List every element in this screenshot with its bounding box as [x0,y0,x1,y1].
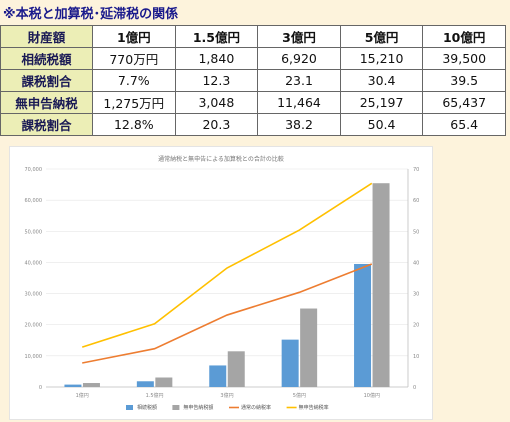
y-left-tick-label: 40,000 [25,260,43,266]
table-cell: 20.3 [174,113,259,136]
column-header: 5億円 [339,25,424,48]
bar [354,263,372,387]
series-line [82,263,373,364]
table-cell: 65,437 [422,91,506,114]
column-header: 1.5億円 [174,25,259,48]
tax-comparison-chart: 通常納税と無申告による加算税との合計の比較 0 10,000 20,000 30,00… [9,146,433,420]
y-left-tick-label: 0 [39,385,42,391]
y-left-tick-label: 60,000 [25,198,43,204]
y-left-tick-label: 50,000 [25,229,43,235]
column-header: 10億円 [422,25,506,48]
y-left-tick-label: 20,000 [25,323,43,329]
table-cell: 1,275万円 [92,91,176,114]
legend-label: 無申告納税額 [183,404,213,411]
bar [300,308,318,387]
y-right-tick-label: 0 [413,385,416,391]
y-right-tick-label: 50 [413,229,419,235]
table-row: 無申告納税 1,275万円 3,048 11,464 25,197 65,437 [0,91,506,114]
bar [136,381,154,387]
table-cell: 65.4 [422,113,506,136]
bar [227,351,245,387]
table-cell: 15,210 [339,47,424,70]
table-cell: 3,048 [174,91,259,114]
legend-label: 通常の納税率 [241,404,271,411]
table-cell: 39,500 [422,47,506,70]
legend-swatch [172,405,180,410]
page-heading: ※本税と加算税･延滞税の関係 [3,7,179,22]
bar [155,377,173,387]
table-cell: 30.4 [339,69,424,92]
x-tick-label: 5億円 [293,392,306,399]
table-cell: 6,920 [257,47,341,70]
chart-canvas: 通常納税と無申告による加算税との合計の比較 0 10,000 20,000 30,00… [25,155,420,411]
bar [64,384,82,387]
table-row: 課税割合 7.7% 12.3 23.1 30.4 39.5 [0,69,506,92]
row-label: 課税割合 [0,113,93,136]
legend-label: 無申告納税率 [299,404,329,411]
bar [372,183,390,387]
table-cell: 770万円 [92,47,176,70]
bar [281,339,299,387]
column-header: 1億円 [92,25,176,48]
chart-title: 通常納税と無申告による加算税との合計の比較 [158,155,284,163]
column-header: 3億円 [257,25,341,48]
y-right-tick-label: 10 [413,354,419,360]
table-cell: 25,197 [339,91,424,114]
row-label: 相続税額 [0,47,93,70]
y-right-tick-label: 60 [413,198,419,204]
y-left-tick-label: 30,000 [25,292,43,298]
y-right-tick-label: 30 [413,292,419,298]
row-label: 無申告納税 [0,91,93,114]
table-cell: 50.4 [339,113,424,136]
y-left-tick-label: 10,000 [25,354,43,360]
y-right-tick-label: 20 [413,323,419,329]
table-row: 課税割合 12.8% 20.3 38.2 50.4 65.4 [0,113,506,136]
x-tick-label: 10億円 [364,392,380,399]
table-cell: 12.8% [92,113,176,136]
x-tick-label: 1.5億円 [146,392,164,399]
table-header-row: 財産額 1億円 1.5億円 3億円 5億円 10億円 [0,25,506,48]
x-tick-label: 3億円 [220,392,233,399]
table-corner-label: 財産額 [0,25,93,48]
x-tick-label: 1億円 [76,392,89,399]
row-label: 課税割合 [0,69,93,92]
table-cell: 23.1 [257,69,341,92]
table-cell: 11,464 [257,91,341,114]
table-cell: 7.7% [92,69,176,92]
legend-swatch [126,405,133,410]
legend-label: 相続税額 [137,404,157,411]
tax-comparison-table: 財産額 1億円 1.5億円 3億円 5億円 10億円 相続税額 770万円 1,… [0,25,506,136]
y-right-tick-label: 70 [413,167,419,173]
table-row: 相続税額 770万円 1,840 6,920 15,210 39,500 [0,47,506,70]
bar [82,383,100,387]
table-cell: 12.3 [174,69,259,92]
table-cell: 38.2 [257,113,341,136]
series-line [81,182,373,348]
table-cell: 1,840 [174,47,259,70]
y-right-tick-label: 40 [413,260,419,266]
bar [209,365,227,387]
table-cell: 39.5 [422,69,506,92]
y-left-tick-label: 70,000 [25,167,43,173]
